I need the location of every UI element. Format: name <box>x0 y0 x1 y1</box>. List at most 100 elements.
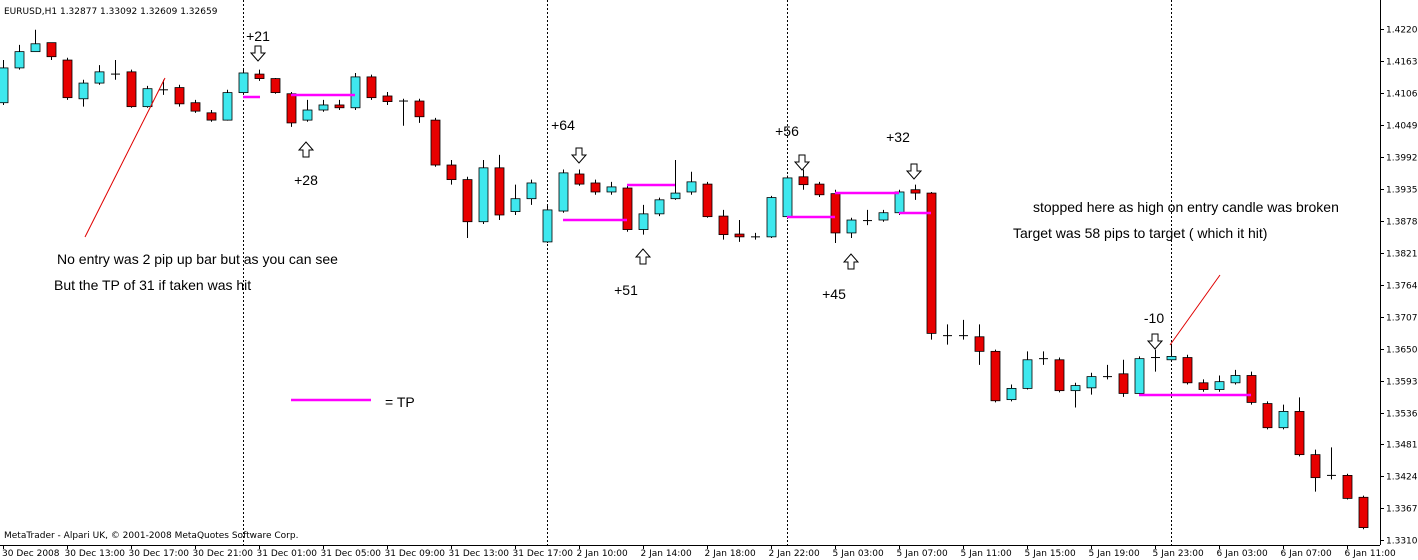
y-tick-label: 1.35935 <box>1386 378 1418 388</box>
candle-body <box>638 213 649 230</box>
x-tick-label: 31 Dec 05:00 <box>321 549 382 559</box>
y-tick-label: 1.38215 <box>1386 250 1418 260</box>
y-tick-label: 1.41065 <box>1386 90 1418 100</box>
candle-body <box>126 71 137 108</box>
annotation: No entry was 2 pip up bar but as you can… <box>57 251 338 267</box>
candle-body <box>190 102 201 112</box>
x-tick-label: 2 Jan 14:00 <box>641 549 693 559</box>
up-arrow <box>842 253 860 270</box>
candle-body <box>1054 359 1065 392</box>
annotation: Target was 58 pips to target ( which it … <box>1013 225 1267 241</box>
annotation: +56 <box>775 123 799 139</box>
candle-body <box>334 104 345 109</box>
x-tick-label: 30 Dec 21:00 <box>193 549 254 559</box>
candle-body <box>382 95 393 102</box>
candle-body <box>558 172 569 212</box>
annotation: +21 <box>246 28 270 44</box>
candle-body <box>1278 411 1289 429</box>
pointers <box>84 77 1221 346</box>
x-tick-label: 30 Dec 17:00 <box>129 549 190 559</box>
candle-body <box>1086 376 1097 389</box>
candle-body <box>622 187 633 230</box>
candle-body <box>702 183 713 218</box>
candle-body <box>1358 496 1369 529</box>
candle-body <box>462 179 473 223</box>
candle-body <box>926 192 937 334</box>
up-arrow <box>297 141 315 158</box>
candle-body <box>1182 357 1193 384</box>
candle-body <box>510 198 521 213</box>
plot <box>0 29 1369 530</box>
y-tick-label: 1.35365 <box>1386 410 1418 420</box>
annotation: = TP <box>385 394 415 410</box>
x-tick-label: 2 Jan 22:00 <box>769 549 821 559</box>
candle-body <box>814 183 825 196</box>
down-arrow <box>905 163 923 180</box>
x-tick-label: 6 Jan 07:00 <box>1281 549 1333 559</box>
arrows <box>249 45 1164 350</box>
candle-body <box>1022 359 1033 389</box>
candle-body <box>30 43 41 53</box>
candle-body <box>974 336 985 352</box>
candle-body <box>782 177 793 218</box>
candle-body <box>94 71 105 84</box>
annotation: +32 <box>886 129 910 145</box>
candle-body <box>542 209 553 243</box>
annotation: -10 <box>1144 310 1164 326</box>
candle-body <box>206 112 217 121</box>
candle-body <box>990 350 1001 402</box>
candle-body <box>526 182 537 200</box>
candle-body <box>222 92 233 121</box>
candle-body <box>366 76 377 99</box>
x-tick-label: 6 Jan 11:00 <box>1345 549 1397 559</box>
candle-body <box>1262 403 1273 429</box>
candle-body <box>142 88 153 108</box>
candle-body <box>478 167 489 223</box>
candle-body <box>14 51 25 69</box>
chart-title: EURUSD,H1 1.32877 1.33092 1.32609 1.3265… <box>4 7 218 17</box>
annotation: +45 <box>822 286 846 302</box>
down-arrow <box>249 45 267 62</box>
y-tick-label: 1.33100 <box>1386 537 1418 547</box>
up-arrow <box>634 248 652 265</box>
candle-body <box>414 100 425 118</box>
annotation: stopped here as high on entry candle was… <box>1033 199 1339 215</box>
candle-body <box>350 76 361 109</box>
candle-body <box>62 59 73 99</box>
candle-body <box>1198 382 1209 390</box>
down-arrow <box>1146 333 1164 350</box>
annotation: +51 <box>614 282 638 298</box>
pointer-line <box>84 77 166 238</box>
x-tick-label: 31 Dec 17:00 <box>513 549 574 559</box>
y-tick-label: 1.34810 <box>1386 441 1418 451</box>
down-arrow <box>793 154 811 171</box>
candle-body <box>1342 475 1353 499</box>
candle-body <box>1246 375 1257 403</box>
footer: MetaTrader - Alpari UK, © 2001-2008 Meta… <box>4 531 298 541</box>
candle-body <box>1070 385 1081 392</box>
annotation: But the TP of 31 if taken was hit <box>54 277 251 293</box>
candle-body <box>910 189 921 194</box>
tp-lines <box>243 93 1251 402</box>
y-tick-label: 1.37645 <box>1386 282 1418 292</box>
candle-body <box>670 192 681 200</box>
candle-body <box>1118 373 1129 394</box>
x-tick-label: 2 Jan 18:00 <box>705 549 757 559</box>
candle-body <box>606 186 617 193</box>
candle-body <box>174 87 185 105</box>
candle-body <box>654 199 665 215</box>
candle-body <box>318 104 329 111</box>
candle-body <box>0 67 9 104</box>
x-tick-label: 31 Dec 09:00 <box>385 549 446 559</box>
candle-body <box>286 93 297 124</box>
candle-body <box>270 78 281 94</box>
candle-body <box>846 219 857 234</box>
y-tick-label: 1.36505 <box>1386 346 1418 356</box>
candle-body <box>430 119 441 166</box>
x-tick-label: 5 Jan 11:00 <box>961 549 1013 559</box>
candle-body <box>1294 411 1305 456</box>
y-tick-label: 1.41635 <box>1386 58 1418 68</box>
